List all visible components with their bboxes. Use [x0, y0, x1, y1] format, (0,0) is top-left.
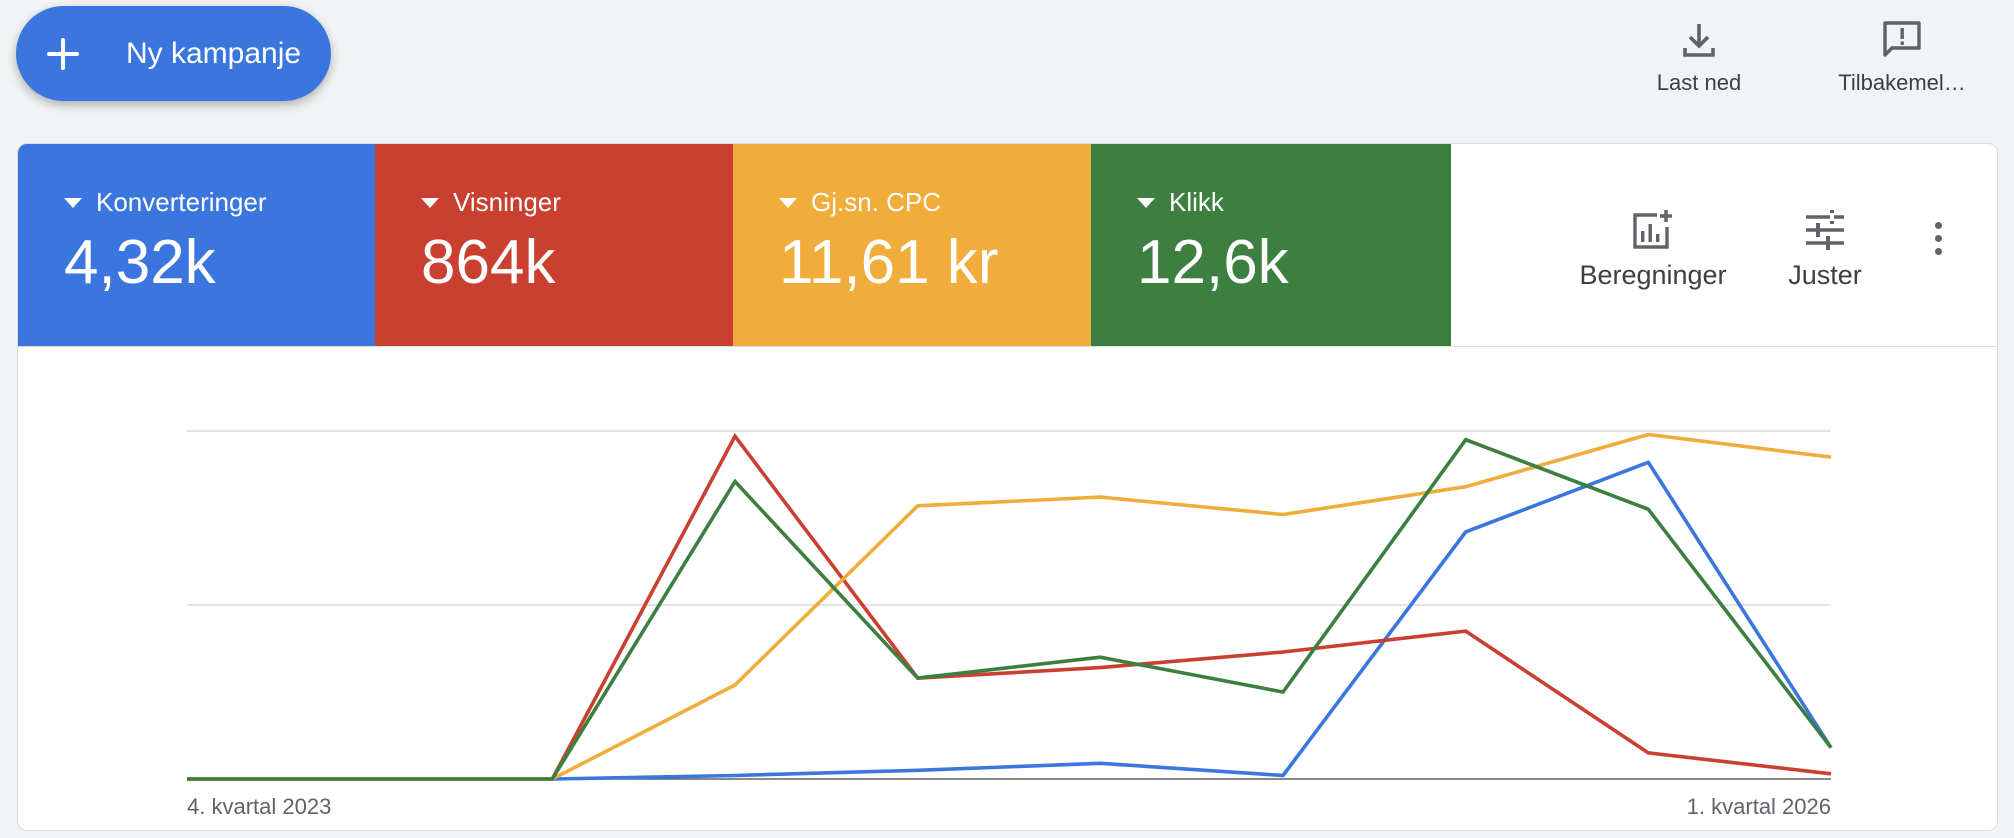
divider: [18, 346, 1997, 347]
x-tick-label: 4. kvartal 2023: [187, 794, 331, 819]
metric-label: Klikk: [1169, 187, 1224, 217]
download-label: Last ned: [1656, 70, 1742, 95]
performance-card: Konverteringer 4,32k Visninger 864k Gj.s…: [17, 143, 1998, 831]
metrics-label: Beregninger: [1579, 260, 1727, 290]
metric-tile-avg-cpc[interactable]: Gj.sn. CPC 11,61 kr: [733, 144, 1091, 346]
dropdown-arrow-icon: [779, 197, 797, 208]
dropdown-arrow-icon: [64, 197, 82, 208]
metric-label: Visninger: [453, 187, 561, 217]
dropdown-arrow-icon: [1137, 197, 1155, 208]
add-chart-icon: [1548, 200, 1758, 260]
adjust-button[interactable]: Juster: [1770, 200, 1880, 291]
download-icon: [1638, 10, 1760, 70]
x-tick-label: 1. kvartal 2026: [1687, 794, 1831, 819]
line-chart: 4. kvartal 2023 1. kvartal 2026: [187, 430, 1833, 819]
series-line-0: [187, 460, 1833, 781]
tune-icon: [1770, 200, 1880, 260]
feedback-button[interactable]: Tilbakemel…: [1822, 10, 1982, 96]
dropdown-arrow-icon: [421, 197, 439, 208]
metric-value: 864k: [421, 228, 556, 297]
metric-value: 11,61 kr: [779, 228, 999, 297]
metrics-button[interactable]: Beregninger: [1548, 200, 1758, 291]
metric-label: Gj.sn. CPC: [811, 187, 942, 217]
new-campaign-button[interactable]: Ny kampanje: [16, 6, 331, 101]
feedback-label: Tilbakemel…: [1838, 70, 1966, 95]
new-campaign-label: Ny kampanje: [126, 36, 302, 70]
metric-value: 4,32k: [64, 228, 216, 297]
metric-tile-conversions[interactable]: Konverteringer 4,32k: [18, 144, 375, 346]
metric-label: Konverteringer: [96, 187, 267, 217]
metric-tile-clicks[interactable]: Klikk 12,6k: [1091, 144, 1451, 346]
metric-value: 12,6k: [1137, 228, 1289, 297]
metric-tile-impressions[interactable]: Visninger 864k: [375, 144, 733, 346]
metric-tiles: Konverteringer 4,32k Visninger 864k Gj.s…: [18, 144, 1451, 346]
plus-icon: [46, 37, 96, 71]
adjust-label: Juster: [1788, 260, 1862, 290]
series-line-3: [187, 437, 1833, 781]
download-button[interactable]: Last ned: [1638, 10, 1760, 96]
feedback-icon: [1822, 10, 1982, 70]
more-vert-icon[interactable]: [1930, 222, 1946, 261]
